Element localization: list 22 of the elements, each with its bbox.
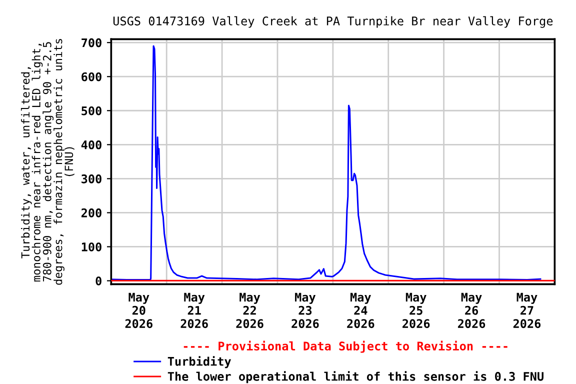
x-tick-label: May 21 2026 (180, 292, 208, 328)
y-tick-label: 600 (82, 72, 102, 82)
text: ---- Provisional Data Subject to Revision ---- (184, 340, 508, 353)
y-tick-label: 100 (82, 242, 102, 252)
legend-label: The lower operational limit of this sensor is 0.3 FNU (168, 371, 544, 384)
y-tick-label: 400 (81, 140, 102, 150)
x-tick-label: May 22 2026 (236, 292, 264, 328)
x-tick-label: May 26 2026 (458, 292, 486, 328)
line-series (111, 45, 542, 280)
y-tick-label: 0 (96, 276, 102, 286)
y-tick-label: 300 (82, 174, 102, 184)
legend-label: Turbidity (168, 356, 232, 368)
x-tick-label: May 25 2026 (402, 292, 430, 328)
y-tick-label: 200 (81, 208, 102, 218)
x-tick-label: May 20 2026 (125, 292, 152, 328)
x-tick-label: May 24 2026 (347, 292, 374, 328)
chart-title: USGS 01473169 Valley Creek at PA Turnpike Br near Valley Forge (113, 16, 553, 28)
x-tick-label: May 27 2026 (513, 292, 541, 328)
x-tick-label: May 23 2026 (292, 292, 319, 328)
y-axis-title: Turbidity, water, unfiltered, monochrome near infra-red LED light, 780-900 nm, detection angle 90 +-2.5 degrees, formazin nephelometric units (FNU) (20, 39, 74, 285)
y-tick-label: 700 (82, 38, 102, 48)
y-tick-label: 500 (82, 106, 102, 116)
